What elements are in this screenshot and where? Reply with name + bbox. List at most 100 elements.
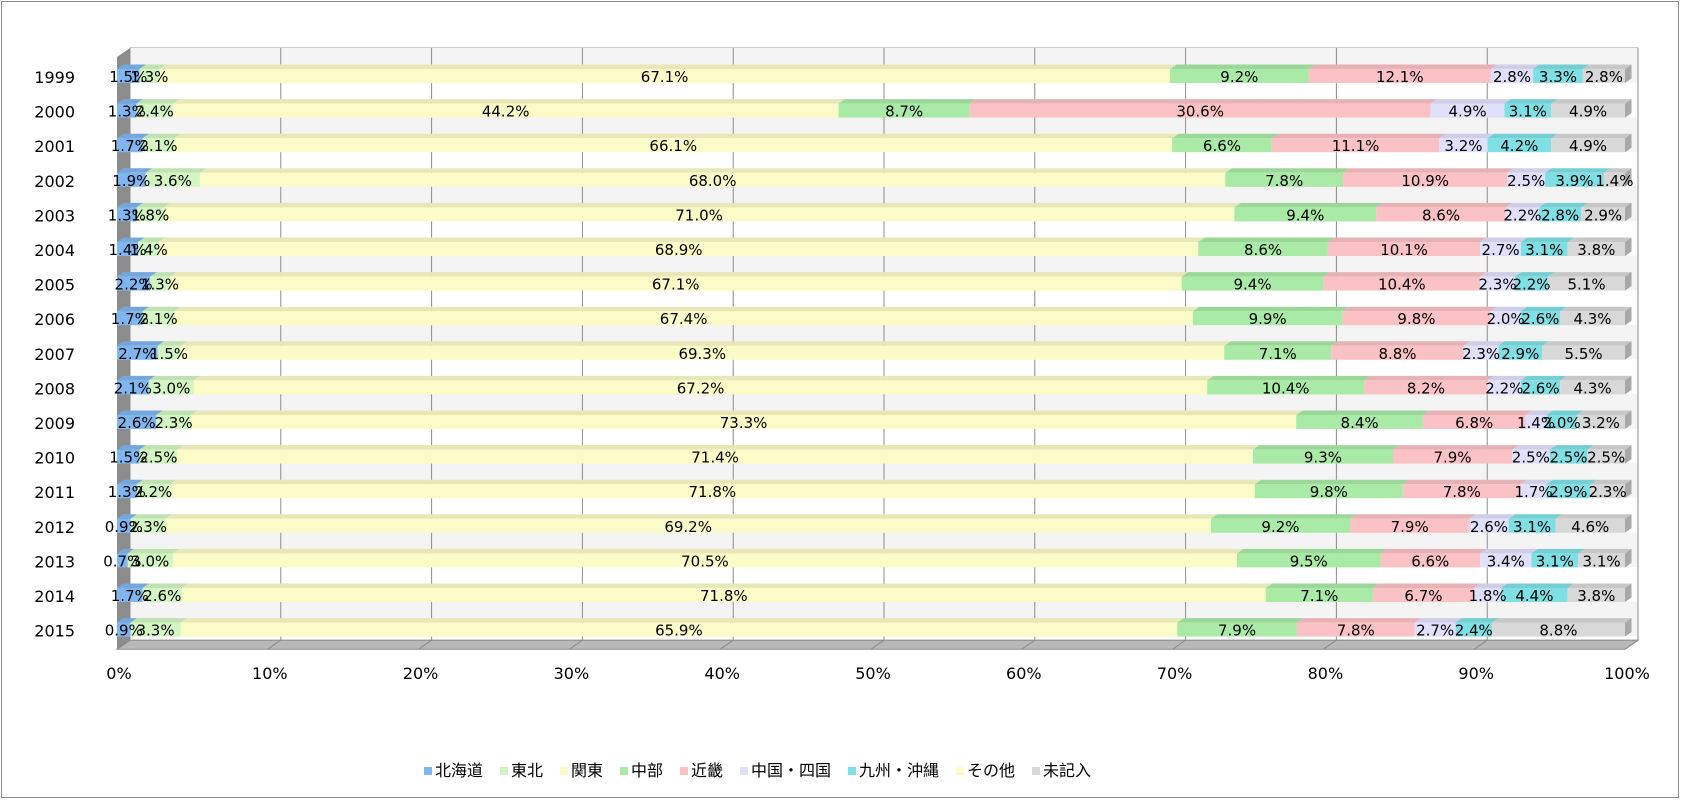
bar-segment <box>1402 484 1521 499</box>
bar-top-face <box>117 548 135 554</box>
tick-label: 100% <box>1604 664 1650 683</box>
data-label: 10.1% <box>1380 241 1428 259</box>
bar-segment <box>199 172 1226 187</box>
bar-top-face <box>1237 548 1387 554</box>
bar-end-cap <box>1625 445 1632 464</box>
bar-top-face <box>1603 168 1632 173</box>
category-label: 2006 <box>34 310 75 329</box>
bar-top-face <box>159 237 1205 242</box>
bar-top-face <box>1490 64 1540 69</box>
bar-segment <box>1372 588 1475 602</box>
bar-top-face <box>1376 202 1513 208</box>
bar-segment <box>1265 588 1373 602</box>
legend-swatch <box>500 767 508 775</box>
data-label: 7.9% <box>1391 518 1429 536</box>
bar-top-face <box>1331 341 1471 346</box>
bar-segment <box>130 518 166 533</box>
bar-segment <box>136 207 164 222</box>
data-label: 2.3% <box>154 414 192 432</box>
bar-top-face <box>1393 445 1519 450</box>
bar-top-face <box>1491 618 1632 623</box>
bar-top-face <box>1414 618 1463 623</box>
bar-segment <box>142 311 175 326</box>
bar-top-face <box>142 133 181 139</box>
bar-top-face <box>1548 272 1632 277</box>
bar-top-face <box>1508 514 1562 519</box>
bar-segment <box>117 276 151 291</box>
data-label: 4.4% <box>1515 587 1553 605</box>
bar-segment <box>1210 518 1350 533</box>
bar-segment <box>117 588 143 602</box>
bar-segment <box>1545 172 1604 187</box>
bar-segment <box>190 415 1297 429</box>
bar-top-face <box>156 410 198 415</box>
data-label: 73.3% <box>720 414 768 432</box>
bar-top-face <box>1469 514 1516 519</box>
bar-top-face <box>142 306 181 312</box>
bar-segment <box>163 207 1235 222</box>
tick-label: 90% <box>1458 664 1494 683</box>
value-axis-tick-labels: 0% 10% 20% 30% 40% 50% 60% 70% 80% 90% 100% <box>106 664 1650 683</box>
data-label: 11.1% <box>1332 137 1380 155</box>
data-label: 2.6% <box>143 587 181 605</box>
data-label: 0.7% <box>103 552 141 570</box>
data-label: 2.4% <box>1455 622 1493 640</box>
legend-swatch <box>424 767 432 775</box>
bar-top-face <box>1224 341 1338 346</box>
data-label: 6.6% <box>1411 552 1449 570</box>
data-label: 2.3% <box>1589 483 1627 501</box>
bar-segment <box>1504 103 1552 118</box>
bar-segment <box>1480 276 1515 291</box>
bar-segment <box>117 415 157 429</box>
bar-top-face <box>1271 133 1446 139</box>
bar-top-face <box>142 583 189 588</box>
bar-top-face <box>174 133 1179 139</box>
data-label: 2.6% <box>1470 518 1508 536</box>
bar-segment <box>130 622 181 637</box>
data-label: 8.4% <box>1341 414 1379 432</box>
data-label: 2.6% <box>1521 379 1559 397</box>
data-label: 70.5% <box>681 552 729 570</box>
bar-top-face <box>145 168 207 173</box>
bar-top-face <box>1225 168 1350 173</box>
data-label: 3.0% <box>152 379 190 397</box>
gridline-floor <box>116 639 131 650</box>
data-label: 3.2% <box>1444 137 1482 155</box>
data-label: 2.8% <box>1493 68 1531 86</box>
data-label: 2.2% <box>115 276 153 294</box>
bar-top-face <box>193 375 1214 381</box>
bar-top-face <box>1504 99 1558 104</box>
bar-top-face <box>1555 514 1632 519</box>
data-label: 66.1% <box>649 137 697 155</box>
data-label: 9.2% <box>1220 68 1258 86</box>
data-label: 1.5% <box>109 449 147 467</box>
data-label: 68.0% <box>689 172 737 190</box>
bar-segment <box>172 553 1238 568</box>
bar-top-face <box>1498 341 1549 346</box>
data-label: 44.2% <box>482 103 530 121</box>
bar-segment <box>1603 172 1625 187</box>
bar-end-cap <box>1625 479 1632 499</box>
legend-label: 北海道 <box>435 761 483 780</box>
bar-top-face <box>1533 64 1590 69</box>
bar-segment <box>1512 449 1550 464</box>
bar-segment <box>1520 311 1561 326</box>
bar-top-face <box>157 341 187 346</box>
data-label: 2.3% <box>1479 276 1517 294</box>
tick-label: 80% <box>1308 664 1344 683</box>
bar-segment <box>117 553 128 568</box>
data-label: 2.5% <box>1512 449 1550 467</box>
bar-segment <box>156 415 191 429</box>
data-labels: 1.5%1.3% 67.1% 9.2% 12.1% 2.8% 3.3% 2.8%1.3%2.… <box>103 68 1633 640</box>
data-label: 6.7% <box>1404 587 1442 605</box>
bar-segment <box>1539 207 1582 222</box>
bar-top-face <box>159 64 1177 69</box>
category-label: 2004 <box>34 241 75 260</box>
bar-segment <box>1349 518 1470 533</box>
bar-top-face <box>117 202 144 208</box>
data-label: 1.5% <box>150 345 188 363</box>
bar-top-face <box>1474 583 1508 588</box>
bar-top-face <box>117 306 150 312</box>
data-label: 9.3% <box>1304 449 1342 467</box>
data-label: 6.8% <box>1455 414 1493 432</box>
